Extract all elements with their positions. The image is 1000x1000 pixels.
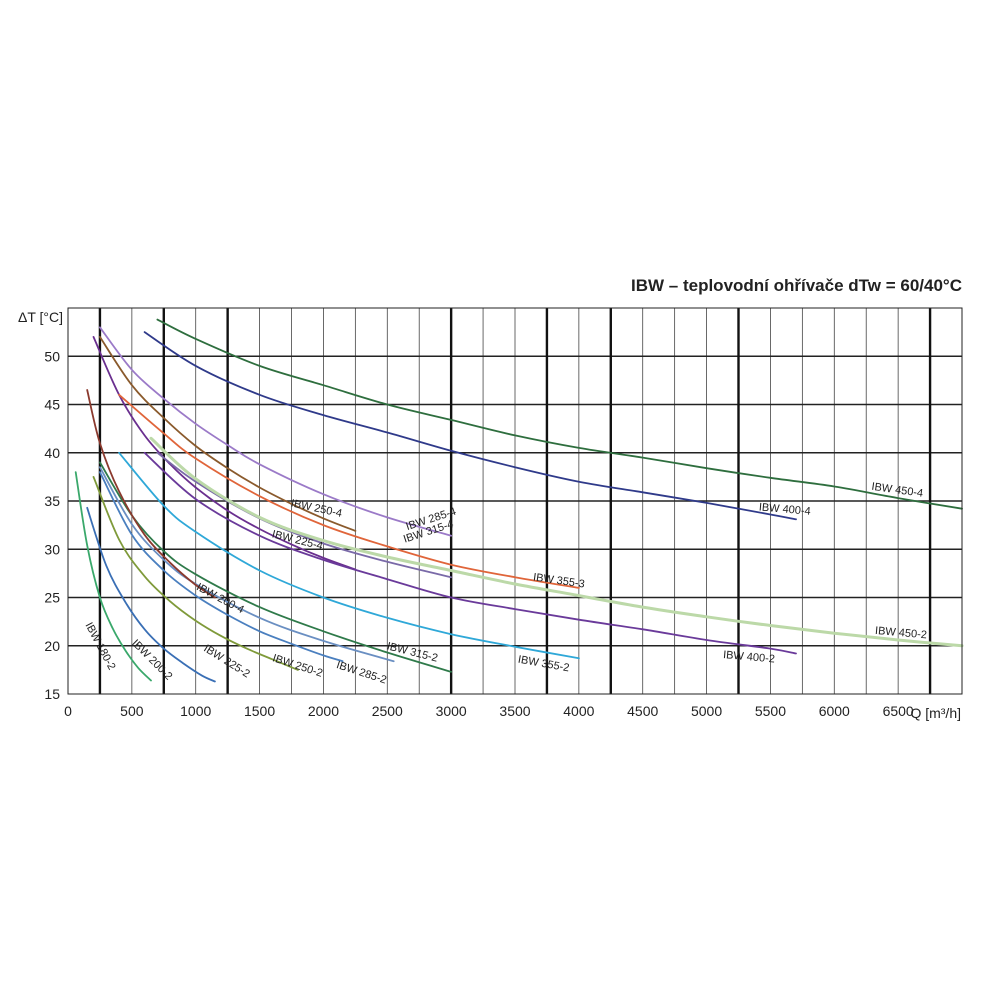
y-tick-label: 45	[44, 397, 60, 413]
y-tick-labels: 15 20 25 30 35 40 45 50	[44, 348, 60, 702]
x-tick-label: 0	[64, 703, 72, 719]
x-tick-label: 4000	[563, 703, 594, 719]
y-tick-label: 20	[44, 638, 60, 654]
series-line-ibw-355-3	[118, 393, 580, 589]
series-line-ibw-200-2	[86, 506, 216, 683]
series-label: IBW 285-2	[335, 659, 388, 686]
x-tick-label: 6500	[883, 703, 914, 719]
x-tick-label: 5500	[755, 703, 786, 719]
x-tick-label: 3000	[436, 703, 467, 719]
series-line-ibw-400-4	[143, 331, 797, 521]
series-labels: IBW 180-2 IBW 200-2 IBW 225-2 IBW 250-2 IBW …	[83, 481, 928, 687]
x-tick-label: 6000	[819, 703, 850, 719]
x-tick-label: 5000	[691, 703, 722, 719]
y-tick-label: 25	[44, 590, 60, 606]
series-label: IBW 450-2	[875, 625, 928, 641]
series-line-ibw-315-4	[156, 451, 452, 579]
series-line-ibw-250-4	[99, 336, 357, 532]
series-line-ibw-450-4	[156, 318, 963, 510]
series-label: IBW 355-2	[517, 654, 570, 675]
series-line-ibw-400-2	[143, 451, 797, 655]
grid-minor-lines	[68, 308, 962, 694]
y-tick-label: 40	[44, 445, 60, 461]
series-line-ibw-200-4	[86, 389, 216, 599]
x-tick-label: 2500	[372, 703, 403, 719]
series-line-ibw-450-2	[149, 436, 964, 648]
series-line-ibw-225-2	[92, 476, 299, 671]
series-label: IBW 400-2	[723, 649, 776, 665]
series-lines	[74, 318, 964, 683]
x-tick-label: 4500	[627, 703, 658, 719]
series-line-ibw-250-2	[99, 471, 344, 663]
series-label: IBW 250-2	[271, 652, 324, 679]
series-line-ibw-355-2	[118, 451, 580, 660]
series-line-ibw-285-4	[99, 326, 452, 537]
chart-title: IBW – teplovodní ohřívače dTw = 60/40°C	[631, 276, 962, 295]
x-tick-labels: 0 500 1000 1500 2000 2500 3000 3500 4000 4500 5000…	[64, 703, 914, 719]
x-axis-label: Q [m³/h]	[910, 705, 961, 721]
y-tick-label: 30	[44, 541, 60, 557]
series-label: IBW 400-4	[758, 501, 811, 517]
series-line-ibw-225-4	[92, 336, 357, 571]
y-tick-label: 50	[44, 348, 60, 364]
series-label: IBW 450-4	[871, 481, 924, 500]
grid-major-lines	[98, 308, 932, 694]
x-tick-label: 1500	[244, 703, 275, 719]
y-axis-label: ΔT [°C]	[18, 309, 63, 325]
x-tick-label: 500	[120, 703, 144, 719]
plot-frame	[67, 307, 963, 695]
x-tick-label: 2000	[308, 703, 339, 719]
series-label: IBW 200-2	[129, 637, 174, 682]
series-line-ibw-180-2	[74, 471, 152, 682]
x-tick-label: 1000	[180, 703, 211, 719]
y-tick-label: 15	[44, 686, 60, 702]
y-tick-label: 35	[44, 493, 60, 509]
x-tick-label: 3500	[499, 703, 530, 719]
